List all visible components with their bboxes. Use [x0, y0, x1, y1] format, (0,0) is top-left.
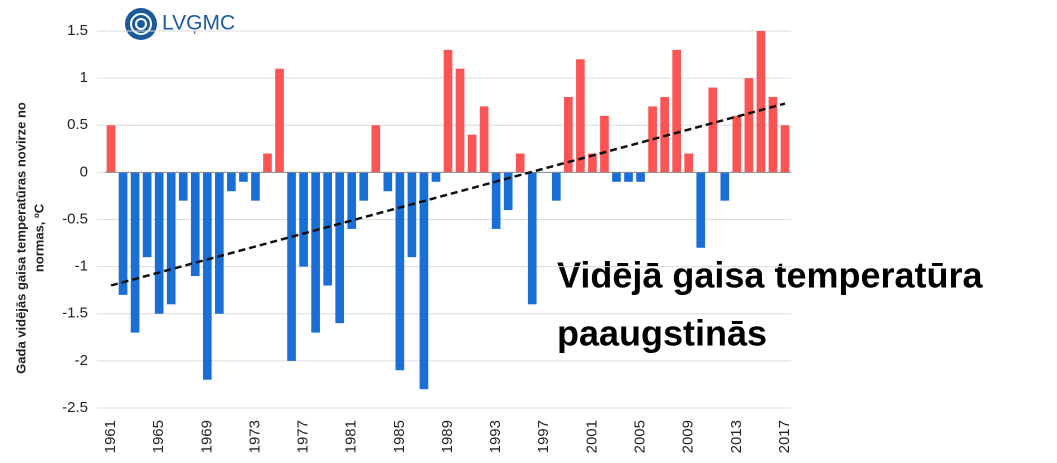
bar — [383, 172, 393, 192]
bar — [491, 172, 501, 229]
bar — [443, 49, 453, 173]
bar — [684, 153, 694, 173]
x-tick-label: 1981 — [343, 420, 360, 453]
bar — [551, 172, 561, 201]
x-tick-label: 2017 — [776, 420, 793, 453]
bar — [503, 172, 513, 211]
x-tick-label: 1989 — [439, 420, 456, 453]
bar — [455, 68, 465, 173]
bar — [479, 106, 489, 173]
bar — [335, 172, 345, 324]
x-tick-label: 2005 — [632, 420, 649, 453]
bar — [395, 172, 405, 371]
bar — [564, 96, 573, 173]
bar — [239, 172, 248, 182]
bar — [371, 125, 381, 173]
bar — [251, 172, 260, 201]
x-tick-label: 1973 — [246, 420, 263, 453]
bar — [744, 78, 754, 173]
bar — [130, 172, 140, 333]
bar — [215, 172, 224, 314]
y-tick-label: -2.5 — [62, 399, 88, 416]
bar — [576, 59, 585, 173]
x-tick-label: 2013 — [728, 420, 745, 453]
bar — [323, 172, 332, 286]
bar — [768, 96, 778, 173]
bar — [419, 172, 429, 390]
logo-icon — [125, 8, 157, 40]
bar — [696, 172, 706, 248]
y-tick-label: -1.5 — [62, 305, 88, 322]
y-tick-label: -2 — [75, 352, 88, 369]
trend-line — [110, 102, 786, 287]
bar — [311, 172, 320, 333]
x-tick-label: 1993 — [487, 420, 504, 453]
x-tick-label: 1961 — [102, 420, 119, 453]
bar — [166, 172, 176, 305]
x-tick-label: 1969 — [198, 420, 215, 453]
y-tick-label: 0 — [80, 163, 88, 180]
bar — [780, 125, 790, 173]
x-tick-label: 1977 — [295, 420, 312, 453]
bar — [359, 172, 369, 201]
y-tick-label: 0.5 — [67, 116, 88, 133]
bar — [431, 172, 441, 182]
bar — [672, 49, 681, 173]
y-axis-label: Gada vidējās gaisa temperatūras novirze … — [13, 102, 28, 374]
bar — [347, 172, 357, 229]
annotation: paaugstinās — [557, 313, 767, 354]
annotation: Vidējā gaisa temperatūra — [557, 255, 984, 296]
bar — [154, 172, 164, 314]
bar — [600, 115, 609, 173]
bar — [407, 172, 417, 258]
bar — [142, 172, 152, 258]
y-tick-label: 1.5 — [67, 22, 88, 39]
logo: LVĢMC — [125, 8, 235, 40]
bar — [708, 87, 718, 173]
y-tick-label: -0.5 — [62, 210, 88, 227]
x-tick-label: 1985 — [391, 420, 408, 453]
bar — [756, 31, 766, 173]
bar — [263, 153, 272, 173]
y-tick-label: -1 — [75, 258, 88, 275]
logo-text: LVĢMC — [162, 12, 235, 35]
bar — [660, 96, 669, 173]
bar — [287, 172, 296, 361]
x-tick-label: 2001 — [583, 420, 600, 453]
bar — [190, 172, 200, 277]
bar — [106, 125, 116, 173]
bar — [720, 172, 730, 201]
x-tick-label: 1965 — [150, 420, 167, 453]
bar — [118, 172, 128, 295]
bar — [624, 172, 633, 182]
bar — [299, 172, 308, 267]
bar — [636, 172, 645, 182]
bar — [202, 172, 212, 380]
bar — [588, 153, 597, 173]
bar — [612, 172, 621, 182]
bar — [275, 68, 284, 173]
x-tick-label: 2009 — [680, 420, 697, 453]
bar — [648, 106, 657, 173]
logo-icon-ring — [130, 13, 152, 35]
y-tick-label: 1 — [80, 69, 88, 86]
bar — [178, 172, 188, 201]
bar — [732, 115, 742, 173]
x-tick-label: 1997 — [535, 420, 552, 453]
logo-icon-ring — [135, 18, 147, 30]
bar — [467, 134, 477, 173]
bar — [227, 172, 236, 192]
bar — [527, 172, 537, 305]
bar — [515, 153, 525, 173]
y-axis-label: normas, ºC — [31, 203, 46, 272]
